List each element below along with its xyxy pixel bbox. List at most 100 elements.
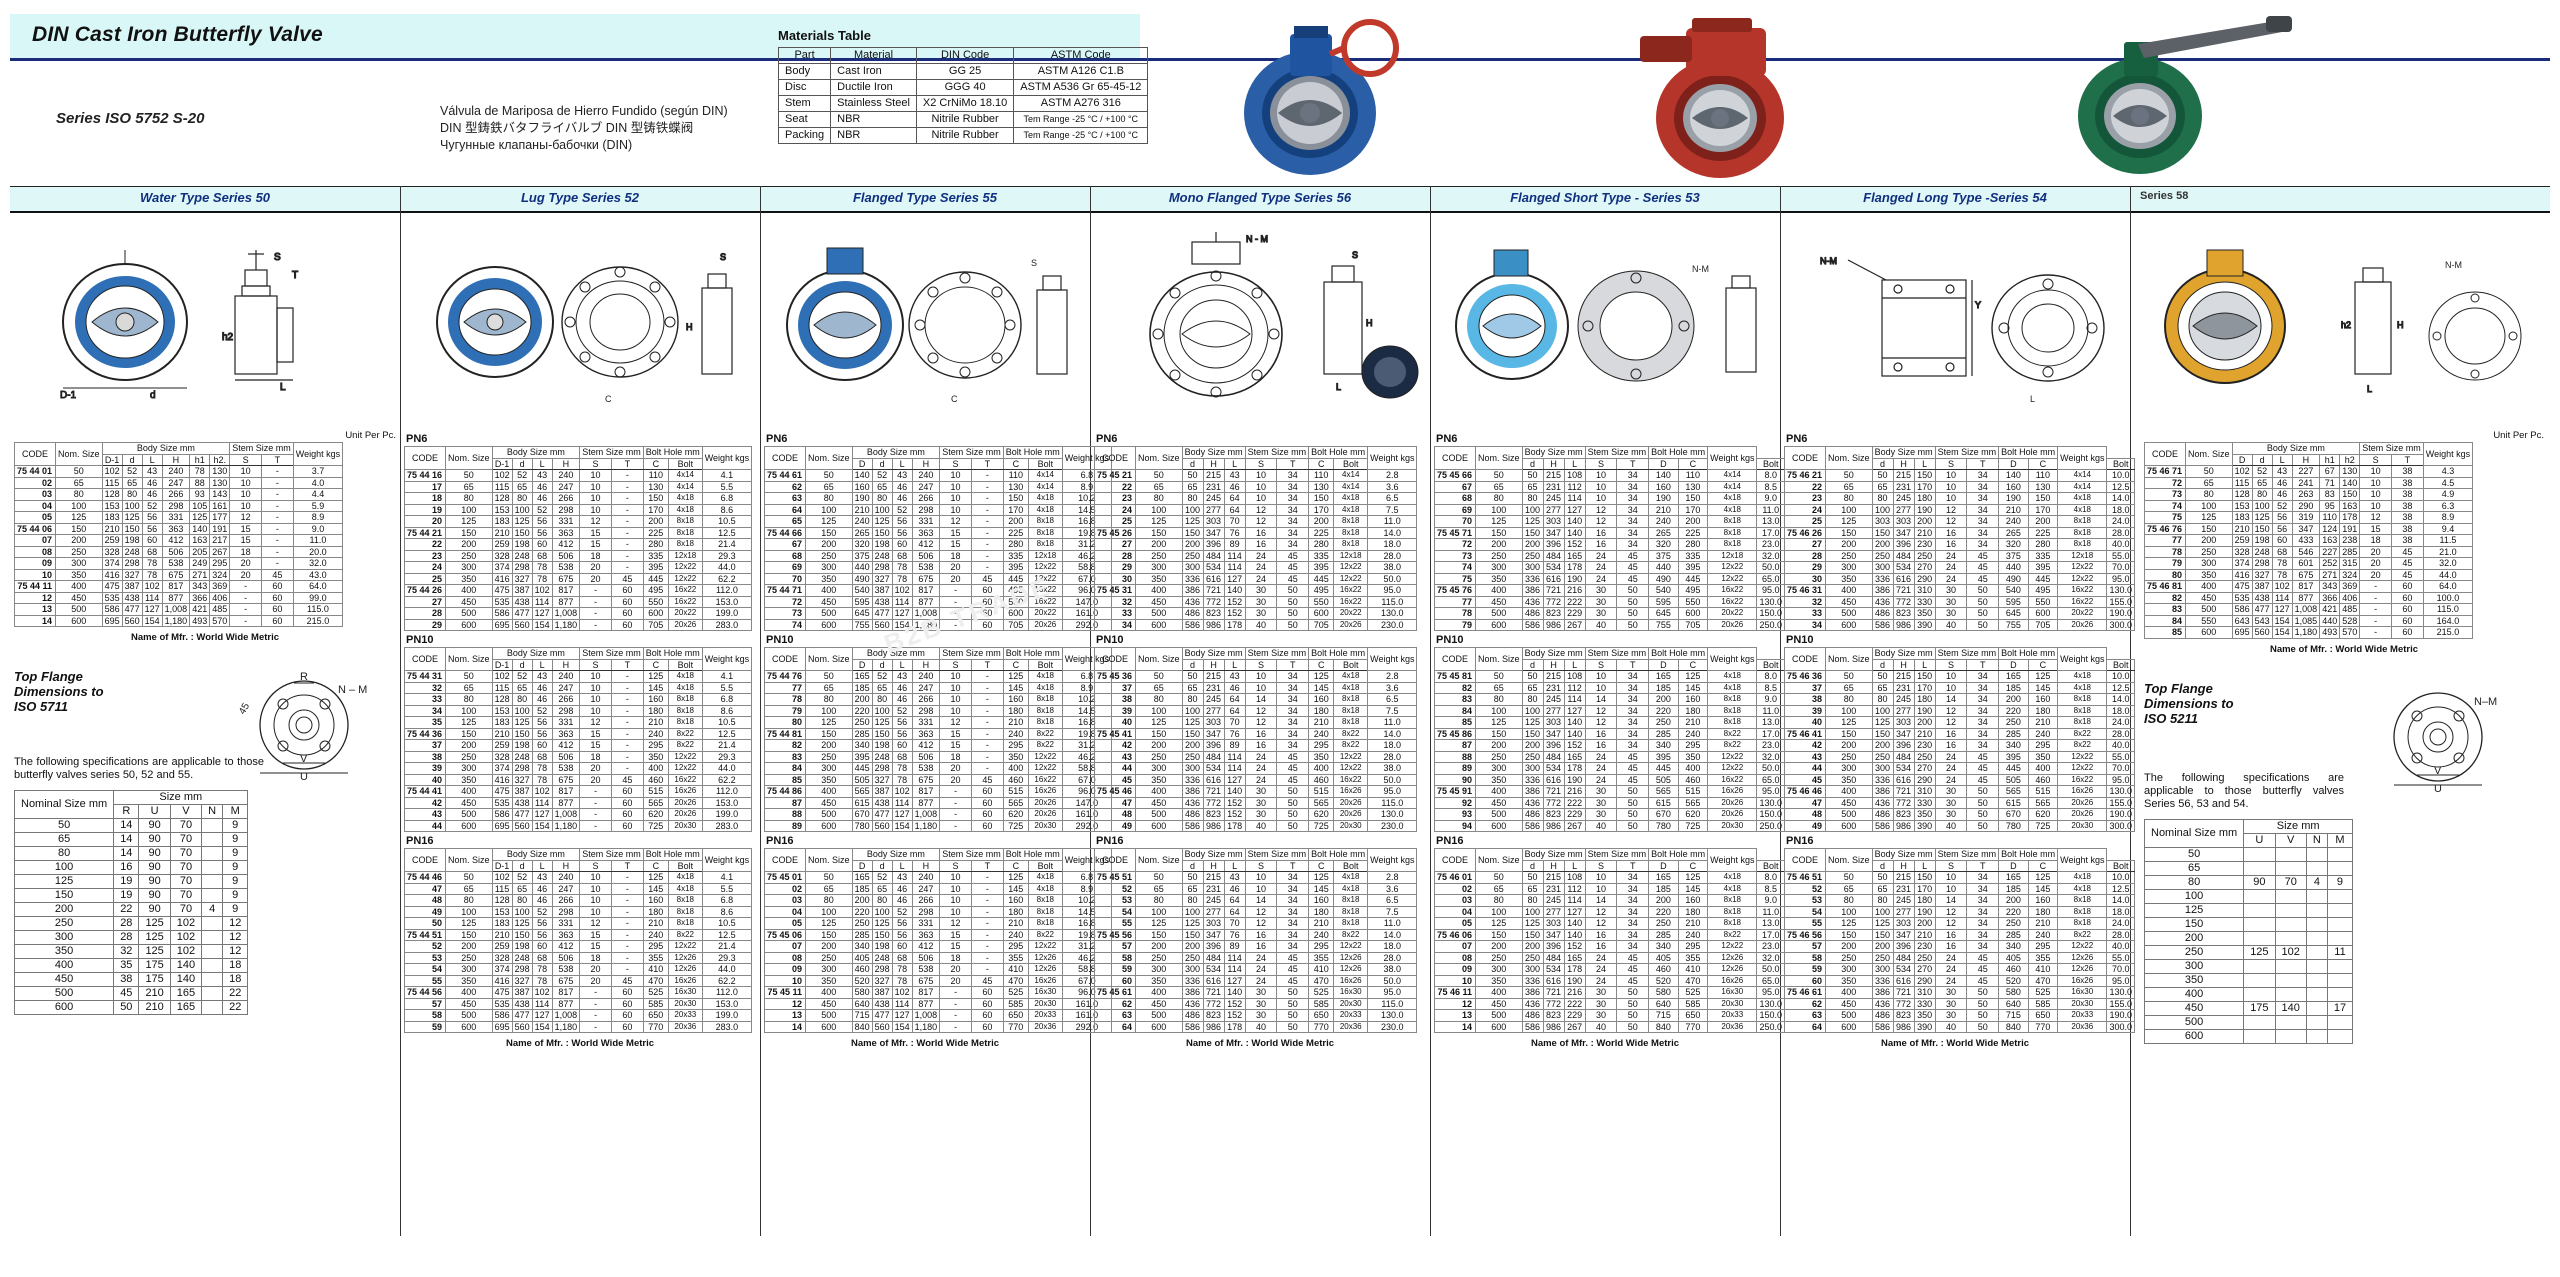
spec-cell: 438 [511, 595, 533, 608]
spec-cell: 8x22 [2057, 739, 2108, 752]
spec-cell: 585 [1002, 997, 1029, 1010]
tf-row: 250 28 125 102 12 [13, 916, 249, 931]
spec-cell: 46 [891, 492, 913, 505]
tf-cell: 140 [169, 958, 203, 973]
spec-cell: 406 [209, 591, 231, 604]
spec-cell: 154 [2271, 614, 2293, 627]
spec-cell: 535 [101, 591, 123, 604]
spec-cell: 643 [2231, 614, 2253, 627]
spec-col-body-size: Body Size mm [101, 442, 231, 455]
spec-cell: 95.0 [2106, 572, 2136, 585]
spec-cell: 80 [805, 894, 853, 907]
spec-cell: 616 [1892, 773, 1915, 786]
spec-cell: 60 [610, 796, 644, 809]
spec-code-cell: 53 [1783, 894, 1827, 907]
spec-cell: 18.0 [1367, 940, 1418, 953]
spec-cell: 250.0 [1756, 1020, 1786, 1033]
spec-cell: 400 [55, 580, 103, 593]
spec-code-cell: 63 [1783, 1009, 1827, 1022]
spec-cell: 112.0 [701, 584, 753, 597]
spec-cell: 140 [851, 469, 873, 482]
drawing-series-53: N-M [1440, 228, 1775, 410]
spec-cell: 12x22 [667, 750, 703, 763]
spec-cell: 331 [911, 515, 941, 528]
table-row: 75 44 81 150 285 150 56 363 15-240 8x22 19.8 [763, 727, 1113, 740]
spec-cell: - [579, 595, 612, 608]
spec-cell: 38 [2391, 465, 2424, 478]
table-row: 75 44 46 50 102 52 43 240 10-125 4x18 4.1 [403, 871, 753, 884]
materials-cell: Body [777, 63, 832, 80]
spec-subcol-d: D [851, 457, 873, 470]
spec-cell: 10 [1244, 480, 1278, 493]
tf-cell: 22 [222, 986, 249, 1001]
spec-table: CODE Nom. Size Body Size mm Stem Size mm Bol… [1093, 647, 1418, 832]
spec-cell: 18.0 [1367, 538, 1418, 551]
spec-cell: 534 [1202, 762, 1225, 775]
spec-cell: 20 [939, 561, 972, 574]
spec-cell: 10 [2359, 465, 2392, 478]
spec-cell: 500 [1475, 607, 1523, 620]
spec-cell: 350 [1913, 607, 1936, 620]
spec-cell: 486 [1521, 808, 1544, 821]
tf-cell: 4 [2305, 874, 2328, 890]
spec-cell: 80 [2251, 488, 2273, 501]
spec-cell: 100 [55, 499, 103, 512]
spec-cell: 585 [1677, 997, 1709, 1010]
spec-cell: 140 [1563, 526, 1586, 539]
spec-cell: 130.0 [2106, 986, 2136, 999]
spec-cell: 8x18 [1027, 515, 1063, 528]
spec-code-cell: 75 46 61 [1783, 986, 1827, 999]
spec-cell: 38 [2391, 488, 2424, 501]
spec-cell: 721 [1542, 584, 1565, 597]
spec-cell: 130 [1677, 480, 1709, 493]
spec-cell: 350 [1135, 773, 1183, 786]
spec-subcol-h: H [551, 658, 581, 671]
spec-code-cell: 47 [403, 882, 447, 895]
spec-cell: 20x30 [1333, 819, 1369, 832]
spec-cell: 46 [1223, 480, 1246, 493]
spec-subcol-s: S [939, 457, 972, 470]
tf-cell [201, 860, 224, 875]
spec-cell: 4x18 [1027, 681, 1063, 694]
spec-cell: 300.0 [2106, 1020, 2136, 1033]
spec-code-cell: 32 [1093, 595, 1137, 608]
spec-cell: 217 [209, 534, 231, 547]
spec-cell: 436 [1871, 796, 1894, 809]
table-row: 49 100 153 100 52 298 10-180 8x18 8.6 [403, 905, 753, 918]
spec-cell: 986 [1542, 819, 1565, 832]
spec-cell: 4x18 [1333, 492, 1369, 505]
spec-cell: 347 [1892, 727, 1915, 740]
spec-cell: 500 [805, 607, 853, 620]
tf-cell [201, 944, 224, 959]
spec-cell: 199.0 [701, 808, 753, 821]
series-header-56: Mono Flanged Type Series 56 [1168, 190, 1352, 205]
spec-code-cell: 47 [1783, 796, 1827, 809]
spec-cell: 180 [1913, 492, 1936, 505]
spec-cell: 396 [1202, 538, 1225, 551]
tf-subcol-m: M [2326, 832, 2354, 848]
tf-cell: 175 [138, 958, 171, 973]
spec-cell: 100 [445, 503, 493, 516]
pn-label-56-pn6: PN6 [1096, 433, 1118, 445]
spec-cell: 34 [1966, 928, 2000, 941]
spec-cell: 34 [1276, 670, 1310, 683]
spec-col-body-size: Body Size mm [851, 446, 941, 459]
table-row: 12 450 436 772 222 30 50 640 585 20x30 130.0 [1433, 997, 1786, 1010]
spec-cell: 64 [1223, 503, 1246, 516]
spec-cell: 8.9 [292, 511, 344, 524]
spec-cell: 495 [1002, 584, 1029, 597]
spec-cell: 50 [1616, 986, 1650, 999]
tf-row: 100 16 90 70 9 [13, 860, 249, 875]
spec-code-cell: 60 [1783, 974, 1827, 987]
spec-subcol-h: H [1542, 859, 1565, 872]
spec-cell: 150 [2185, 522, 2233, 535]
spec-code-cell: 75 [1433, 572, 1477, 585]
spec-cell: 50 [1276, 785, 1310, 798]
spec-cell: 230.0 [1367, 618, 1418, 631]
spec-cell: 127 [2271, 603, 2293, 616]
spec-cell: 125 [642, 871, 669, 884]
spec-cell: - [610, 940, 644, 953]
spec-cell: 538 [551, 963, 581, 976]
spec-cell: 80 [1135, 492, 1183, 505]
materials-cell: Seat [777, 111, 832, 128]
